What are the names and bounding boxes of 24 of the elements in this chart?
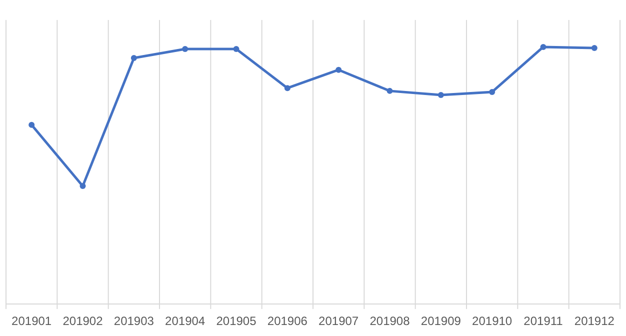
- x-tick-label: 201902: [62, 314, 104, 328]
- point: [386, 88, 393, 94]
- x-tick-label: 201910: [472, 314, 512, 328]
- x-tick-label: 201908: [370, 314, 410, 328]
- point: [182, 46, 188, 52]
- x-tick-label: 201901: [12, 314, 52, 328]
- x-tick-label: 201905: [216, 314, 257, 328]
- x-tick-label: 201912: [574, 314, 615, 328]
- point: [130, 55, 137, 62]
- point: [80, 183, 86, 190]
- point: [233, 46, 240, 52]
- x-tick-label: 201907: [318, 314, 359, 328]
- x-tick-label: 201911: [524, 314, 564, 328]
- point: [540, 44, 546, 50]
- point: [591, 45, 598, 52]
- point: [438, 92, 444, 98]
- point: [284, 85, 290, 92]
- x-tick-label: 201909: [420, 314, 462, 328]
- point: [489, 88, 496, 95]
- x-tick-label: 201906: [267, 314, 308, 328]
- point: [336, 66, 342, 73]
- x-tick-label: 201903: [114, 314, 154, 328]
- point: [28, 122, 35, 128]
- x-tick-label: 201904: [165, 314, 206, 328]
